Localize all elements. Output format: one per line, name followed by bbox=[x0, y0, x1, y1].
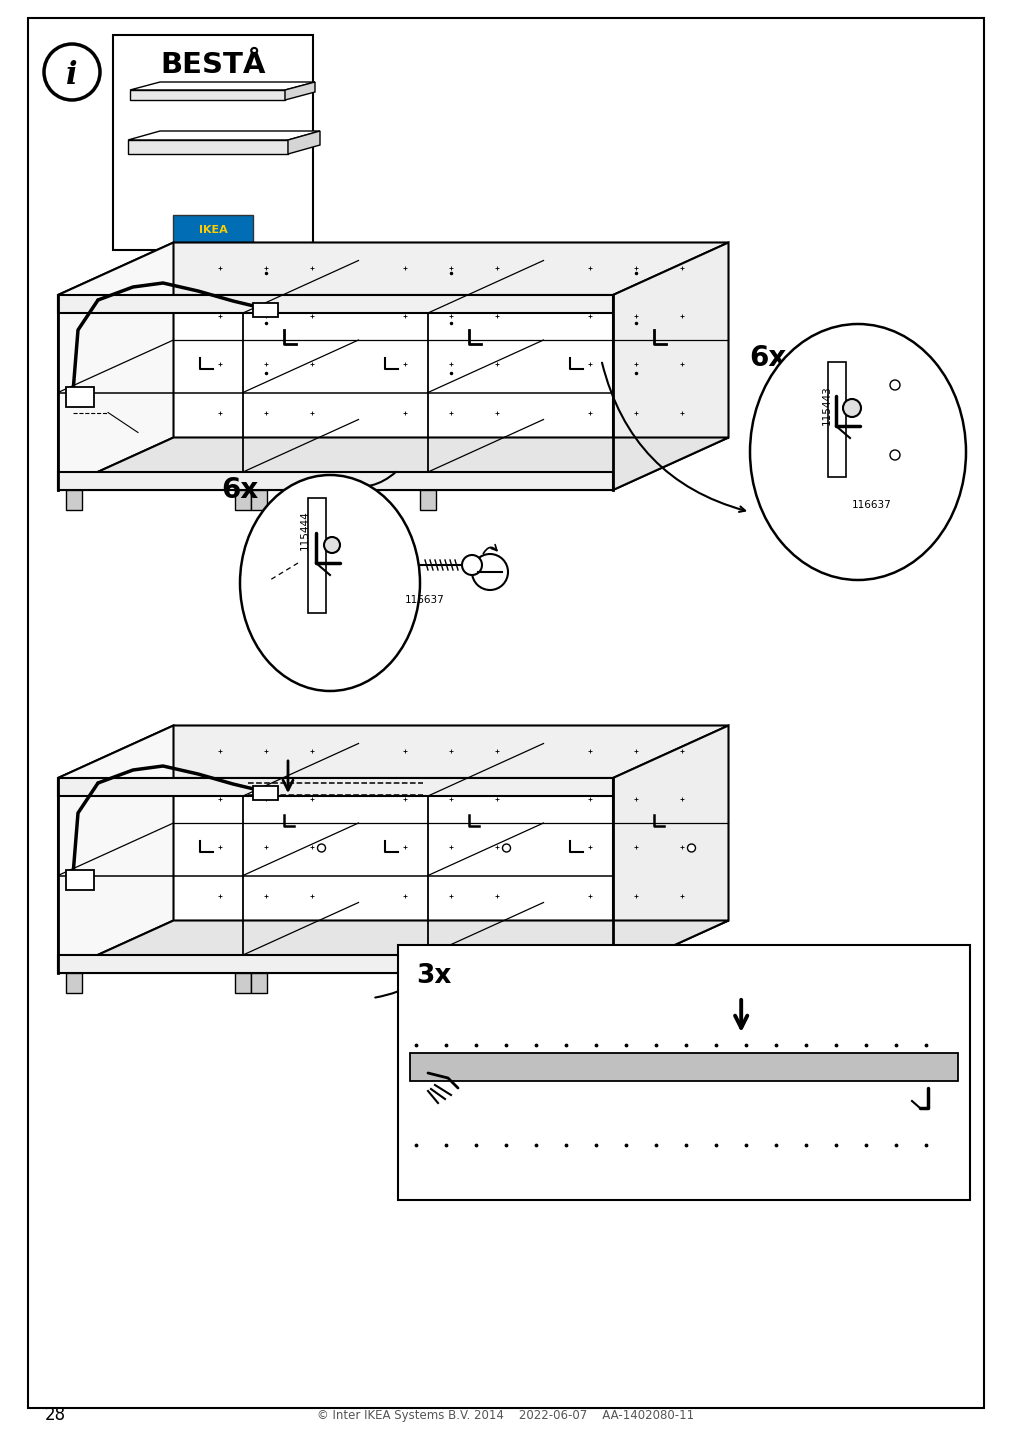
Circle shape bbox=[502, 843, 510, 852]
Text: 6x: 6x bbox=[221, 475, 259, 504]
Text: 3x: 3x bbox=[416, 962, 451, 990]
Bar bbox=[113, 34, 312, 251]
Polygon shape bbox=[58, 955, 613, 972]
Polygon shape bbox=[127, 140, 288, 155]
Bar bbox=[251, 490, 267, 510]
Bar bbox=[66, 490, 82, 510]
Ellipse shape bbox=[240, 475, 420, 692]
Bar bbox=[397, 945, 969, 1200]
Polygon shape bbox=[58, 778, 613, 796]
Polygon shape bbox=[129, 90, 285, 100]
Polygon shape bbox=[173, 726, 728, 921]
Polygon shape bbox=[288, 130, 319, 155]
Text: IKEA: IKEA bbox=[198, 225, 227, 235]
Circle shape bbox=[889, 450, 899, 460]
Polygon shape bbox=[613, 242, 728, 490]
Polygon shape bbox=[58, 726, 173, 972]
Bar bbox=[251, 972, 267, 992]
Bar bbox=[409, 1053, 957, 1081]
Ellipse shape bbox=[749, 324, 966, 580]
Text: 28: 28 bbox=[44, 1406, 66, 1423]
Polygon shape bbox=[58, 295, 613, 314]
Polygon shape bbox=[58, 242, 173, 490]
Text: 116637: 116637 bbox=[404, 596, 445, 604]
Polygon shape bbox=[129, 82, 314, 90]
Bar bbox=[173, 215, 253, 245]
Text: 6x: 6x bbox=[748, 344, 786, 372]
Polygon shape bbox=[173, 242, 728, 438]
Circle shape bbox=[324, 537, 340, 553]
Circle shape bbox=[317, 843, 326, 852]
Bar bbox=[66, 972, 82, 992]
Polygon shape bbox=[285, 82, 314, 100]
Circle shape bbox=[471, 554, 508, 590]
Circle shape bbox=[889, 379, 899, 390]
Bar bbox=[420, 972, 436, 992]
Bar bbox=[827, 362, 845, 477]
Polygon shape bbox=[58, 726, 728, 778]
Polygon shape bbox=[613, 726, 728, 972]
Text: BESTÅ: BESTÅ bbox=[160, 52, 266, 79]
Polygon shape bbox=[127, 130, 319, 140]
Circle shape bbox=[462, 556, 481, 576]
Polygon shape bbox=[58, 242, 728, 295]
Bar bbox=[66, 871, 94, 891]
Polygon shape bbox=[58, 438, 728, 490]
Bar bbox=[235, 972, 251, 992]
Circle shape bbox=[842, 400, 860, 417]
Text: i: i bbox=[66, 60, 78, 90]
Text: 115444: 115444 bbox=[299, 510, 309, 550]
Bar bbox=[253, 304, 278, 316]
Bar bbox=[253, 786, 278, 800]
Circle shape bbox=[43, 44, 100, 100]
Text: 116637: 116637 bbox=[851, 500, 891, 510]
Polygon shape bbox=[58, 473, 613, 490]
Bar bbox=[307, 498, 326, 613]
Bar bbox=[235, 490, 251, 510]
Bar bbox=[66, 387, 94, 407]
Bar bbox=[420, 490, 436, 510]
Text: © Inter IKEA Systems B.V. 2014    2022-06-07    AA-1402080-11: © Inter IKEA Systems B.V. 2014 2022-06-0… bbox=[317, 1409, 694, 1422]
Text: 115443: 115443 bbox=[821, 385, 831, 425]
Circle shape bbox=[686, 843, 695, 852]
Polygon shape bbox=[58, 921, 728, 972]
